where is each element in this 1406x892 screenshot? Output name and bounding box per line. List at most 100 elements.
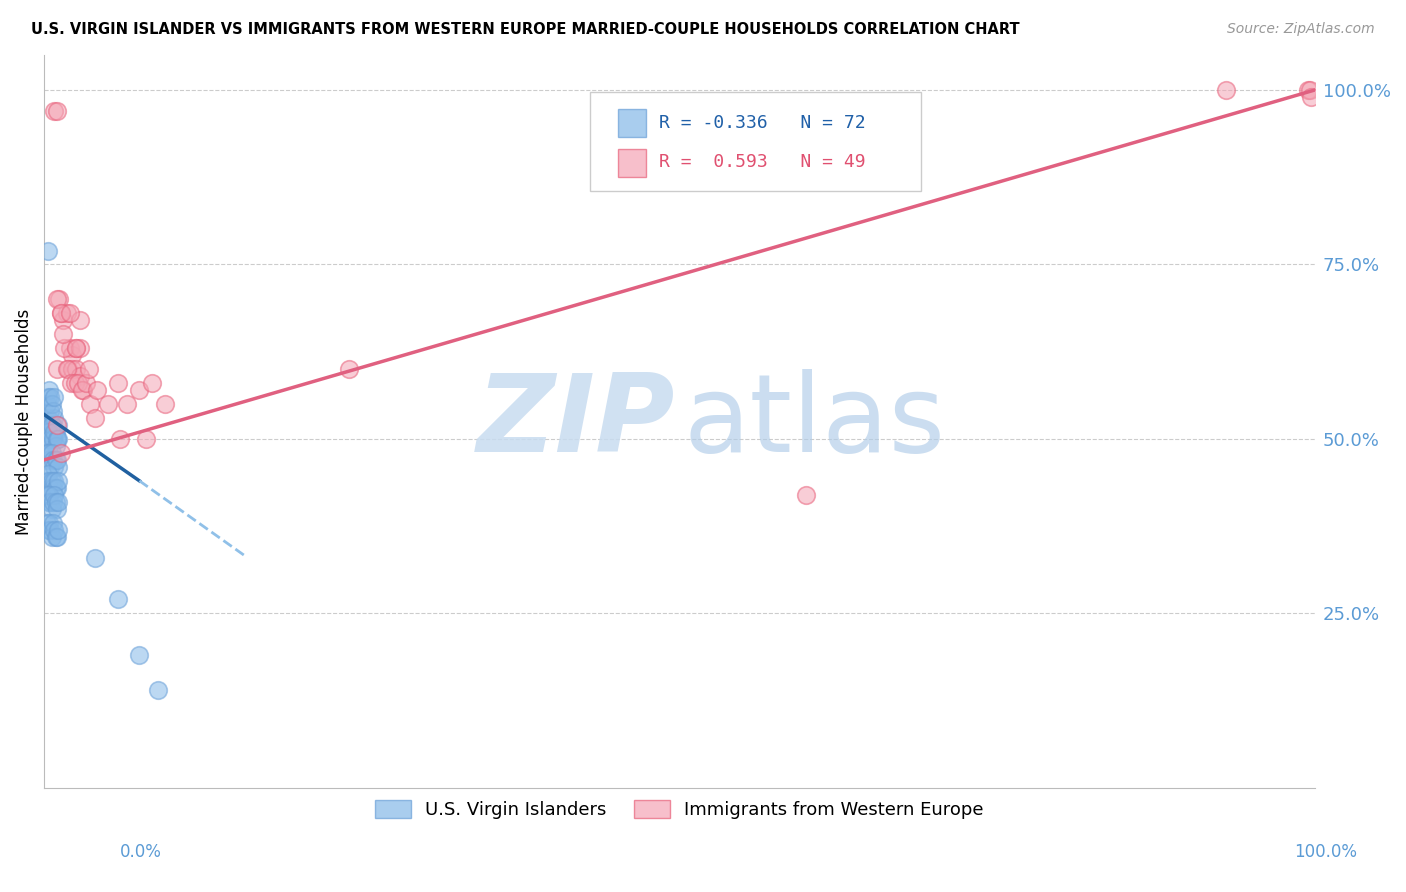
Point xyxy=(45,495,67,509)
Point xyxy=(46,474,69,488)
Point xyxy=(42,453,65,467)
Point xyxy=(1298,83,1320,97)
Point xyxy=(60,362,83,376)
Point xyxy=(44,390,66,404)
Point xyxy=(41,530,63,544)
Point xyxy=(45,530,67,544)
Point xyxy=(45,432,67,446)
Point xyxy=(39,459,62,474)
Point xyxy=(56,306,79,320)
Point xyxy=(86,383,108,397)
Point xyxy=(35,474,58,488)
Point xyxy=(37,467,59,481)
Point xyxy=(44,488,66,502)
Point xyxy=(107,376,129,391)
Point xyxy=(45,501,67,516)
Point xyxy=(41,446,63,460)
Point xyxy=(75,376,97,391)
Point xyxy=(45,481,67,495)
Point xyxy=(46,495,69,509)
Point xyxy=(37,411,59,425)
Text: atlas: atlas xyxy=(683,368,945,475)
Point xyxy=(58,341,80,355)
Point xyxy=(39,481,62,495)
Point xyxy=(58,362,80,376)
Point xyxy=(796,488,818,502)
Point xyxy=(65,362,87,376)
Point xyxy=(69,313,91,327)
Point xyxy=(45,432,67,446)
Point xyxy=(45,293,67,307)
Point xyxy=(49,306,72,320)
Point xyxy=(44,411,66,425)
Point xyxy=(45,425,67,439)
Point xyxy=(39,390,62,404)
Point xyxy=(53,341,76,355)
Text: 100.0%: 100.0% xyxy=(1294,843,1357,861)
Point xyxy=(52,327,75,342)
Point xyxy=(44,425,66,439)
Point xyxy=(38,474,60,488)
Point xyxy=(45,103,67,118)
Point xyxy=(42,495,65,509)
Point xyxy=(35,397,58,411)
Point xyxy=(45,362,67,376)
Point xyxy=(37,495,59,509)
Point xyxy=(46,417,69,432)
Bar xyxy=(619,109,647,137)
Point xyxy=(46,432,69,446)
Point xyxy=(42,404,65,418)
Point xyxy=(49,306,72,320)
Point xyxy=(107,592,129,607)
Point xyxy=(38,446,60,460)
Y-axis label: Married-couple Households: Married-couple Households xyxy=(15,309,32,534)
Point xyxy=(56,362,79,376)
Point xyxy=(38,383,60,397)
Point xyxy=(38,439,60,453)
Point xyxy=(35,516,58,530)
Point xyxy=(42,432,65,446)
Point xyxy=(44,103,66,118)
Point xyxy=(42,417,65,432)
Point xyxy=(77,362,100,376)
Point xyxy=(110,432,132,446)
FancyBboxPatch shape xyxy=(591,92,921,191)
Point xyxy=(135,432,157,446)
Point xyxy=(42,481,65,495)
Point xyxy=(38,516,60,530)
Point xyxy=(79,397,101,411)
Point xyxy=(41,501,63,516)
Point xyxy=(128,383,150,397)
Point xyxy=(84,550,107,565)
Point xyxy=(39,432,62,446)
Point xyxy=(59,376,82,391)
Point xyxy=(35,488,58,502)
Point xyxy=(1298,83,1320,97)
Text: Source: ZipAtlas.com: Source: ZipAtlas.com xyxy=(1227,22,1375,37)
Point xyxy=(45,453,67,467)
Point xyxy=(35,446,58,460)
Point xyxy=(41,417,63,432)
Point xyxy=(63,376,86,391)
Point xyxy=(65,341,87,355)
Text: R =  0.593   N = 49: R = 0.593 N = 49 xyxy=(659,153,866,171)
Text: ZIP: ZIP xyxy=(477,368,675,475)
Point xyxy=(44,459,66,474)
Point xyxy=(45,417,67,432)
Point xyxy=(39,523,62,537)
Point xyxy=(37,523,59,537)
Text: 0.0%: 0.0% xyxy=(120,843,162,861)
Point xyxy=(52,313,75,327)
Point xyxy=(70,383,93,397)
Point xyxy=(115,397,138,411)
Point xyxy=(49,446,72,460)
Point xyxy=(39,404,62,418)
Point xyxy=(1215,83,1237,97)
Point xyxy=(67,376,90,391)
Point xyxy=(37,453,59,467)
Point xyxy=(45,439,67,453)
Text: R = -0.336   N = 72: R = -0.336 N = 72 xyxy=(659,113,866,132)
Point xyxy=(65,341,87,355)
Point xyxy=(45,481,67,495)
Point xyxy=(69,341,91,355)
